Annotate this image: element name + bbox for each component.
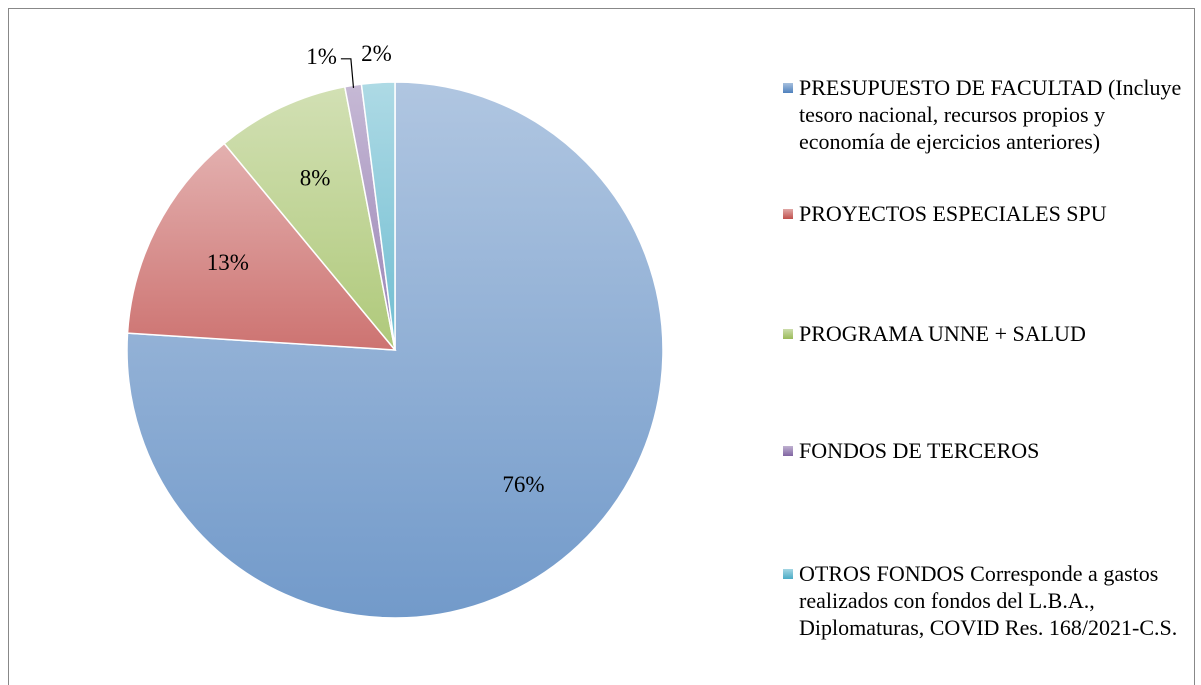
data-label: 1%: [306, 44, 337, 69]
legend-entry: PROYECTOS ESPECIALES SPU: [783, 200, 1183, 227]
data-label: 13%: [207, 250, 249, 275]
data-label: 8%: [300, 166, 331, 191]
legend-swatch: [783, 209, 793, 219]
data-label: 76%: [502, 472, 544, 497]
legend-swatch: [783, 329, 793, 339]
legend-entry: PROGRAMA UNNE + SALUD: [783, 320, 1183, 347]
data-label: 2%: [361, 41, 392, 66]
chart-frame: [8, 8, 1195, 685]
legend-label: PROGRAMA UNNE + SALUD: [799, 321, 1086, 346]
legend-label: FONDOS DE TERCEROS: [799, 438, 1040, 463]
legend-label: OTROS FONDOS Corresponde a gastos realiz…: [799, 561, 1178, 640]
legend-label: PRESUPUESTO DE FACULTAD (Incluye tesoro …: [799, 75, 1182, 154]
legend-swatch: [783, 83, 793, 93]
legend-entry: OTROS FONDOS Corresponde a gastos realiz…: [783, 560, 1183, 641]
legend-label: PROYECTOS ESPECIALES SPU: [799, 201, 1107, 226]
pie-slice: [126, 142, 397, 351]
legend-swatch: [783, 569, 793, 579]
legend-entry: FONDOS DE TERCEROS: [783, 437, 1183, 464]
pie-slice: [223, 85, 396, 351]
legend-entry: PRESUPUESTO DE FACULTAD (Incluye tesoro …: [783, 74, 1183, 155]
legend-swatch: [783, 446, 793, 456]
pie-slice: [360, 81, 396, 351]
leader-line: [340, 58, 355, 89]
